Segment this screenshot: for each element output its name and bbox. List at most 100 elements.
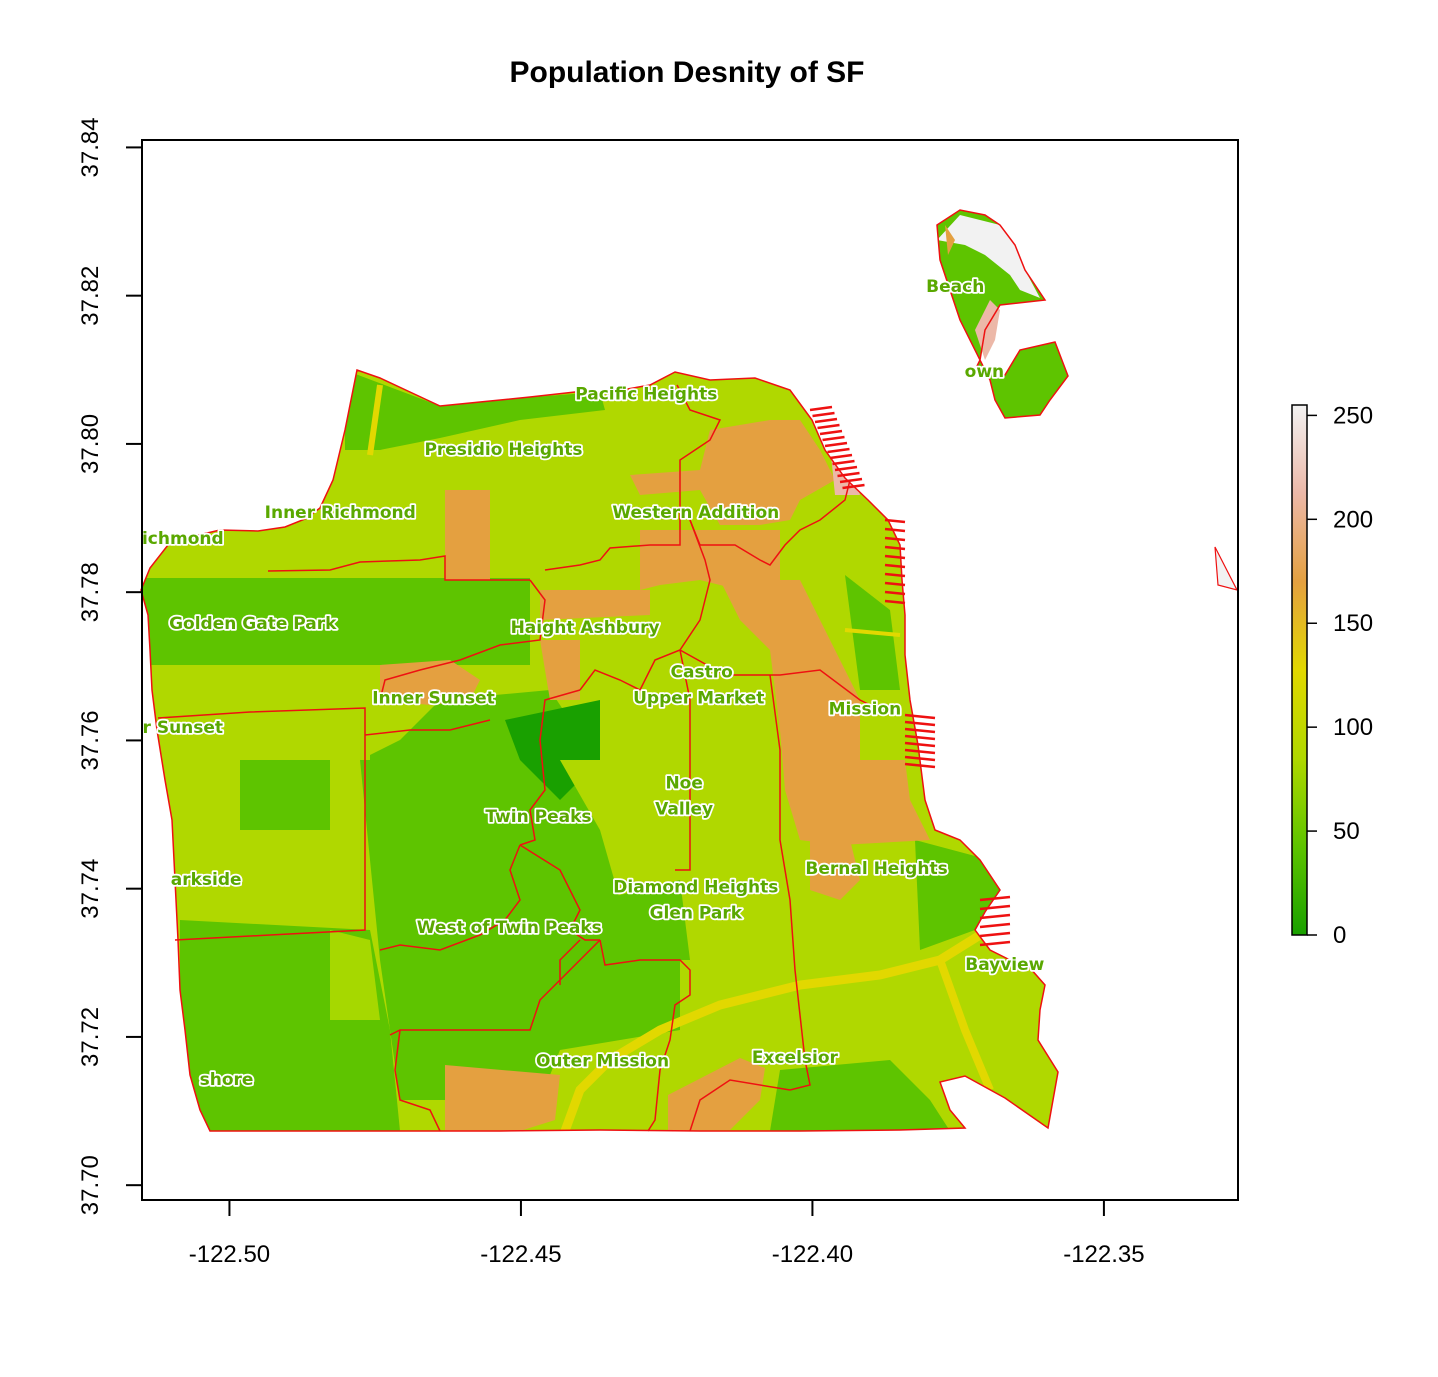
neighborhood-label: Upper Market xyxy=(633,688,764,708)
pier xyxy=(979,940,1011,947)
color-legend: 0 50 100 150 200 250 xyxy=(1291,402,1373,949)
pier xyxy=(979,931,1011,938)
density-tract xyxy=(630,420,835,525)
neighborhood-label: Haight Ashbury xyxy=(511,618,660,638)
neighborhood-label: Noe xyxy=(665,774,702,794)
x-tick-label: -122.40 xyxy=(772,1241,853,1268)
density-tract xyxy=(810,840,860,900)
density-tract xyxy=(668,1058,765,1131)
pier xyxy=(839,477,863,484)
pier xyxy=(904,720,936,727)
pier xyxy=(904,734,936,741)
neighborhood-label: Presidio Heights xyxy=(424,440,582,460)
freeway xyxy=(936,958,994,1092)
pier xyxy=(837,471,860,478)
y-tick-label: 37.76 xyxy=(77,710,104,770)
neighborhood-label: Glen Park xyxy=(650,903,743,923)
density-tract xyxy=(445,1065,560,1131)
density-tract xyxy=(330,930,380,1020)
pier xyxy=(884,554,906,560)
neighborhood-label: Bernal Heights xyxy=(805,859,947,879)
neighborhood-label: Twin Peaks xyxy=(485,807,591,827)
pier xyxy=(809,405,833,412)
freeway xyxy=(560,925,1015,1131)
y-tick-label: 37.70 xyxy=(77,1155,104,1215)
legend-colorbar xyxy=(1291,404,1308,936)
treasure-island-outline xyxy=(936,209,1069,419)
density-tract xyxy=(540,590,650,620)
neighborhood-label: Valley xyxy=(655,800,713,820)
density-tract xyxy=(600,880,690,960)
y-axis: 37.70 37.72 37.74 37.76 37.78 37.80 37.82 37.84 xyxy=(77,117,142,1215)
boundary-line xyxy=(394,1029,441,1132)
pier xyxy=(834,465,858,472)
x-tick-label: -122.35 xyxy=(1063,1241,1144,1268)
legend-tick-label: 0 xyxy=(1333,922,1346,949)
treasure-island xyxy=(937,210,1068,418)
density-tract xyxy=(360,690,680,1100)
pier xyxy=(884,581,906,587)
neighborhood-label: own xyxy=(965,362,1005,382)
density-tract xyxy=(770,1060,950,1131)
pier xyxy=(884,572,906,578)
pier xyxy=(979,895,1011,902)
pier xyxy=(884,527,906,533)
boundary-line xyxy=(544,384,722,571)
x-axis: -122.50 -122.45 -122.40 -122.35 xyxy=(189,1199,1145,1268)
pier xyxy=(904,755,936,762)
boundary-line xyxy=(599,939,691,1132)
pier xyxy=(904,713,936,720)
boundary-line xyxy=(379,844,521,951)
chart-title: Population Desnity of SF xyxy=(509,56,864,89)
pier xyxy=(817,423,840,430)
neighborhood-label: Pacific Heights xyxy=(575,384,717,404)
pier xyxy=(904,727,936,734)
pier xyxy=(829,453,853,460)
density-tract xyxy=(160,665,370,760)
pier xyxy=(884,518,906,524)
legend-tick-label: 50 xyxy=(1333,818,1360,845)
neighborhood-label: Excelsior xyxy=(752,1048,839,1068)
waterfront-piers xyxy=(809,405,1011,947)
pier xyxy=(812,411,835,418)
y-tick-label: 37.78 xyxy=(77,562,104,622)
neighborhood-label: arkside xyxy=(171,870,242,890)
neighborhood-label: Golden Gate Park xyxy=(169,614,337,634)
neighborhood-label: r Sunset xyxy=(143,718,224,738)
legend-tick-label: 250 xyxy=(1333,402,1373,429)
freeway xyxy=(367,384,383,456)
map-layer xyxy=(140,209,1239,1132)
freeway xyxy=(844,628,901,637)
pier xyxy=(819,429,843,436)
x-tick-label: -122.50 xyxy=(189,1241,270,1268)
neighborhood-boundaries xyxy=(157,384,881,1132)
pier xyxy=(884,545,906,551)
pier xyxy=(904,741,936,748)
y-tick-label: 37.80 xyxy=(77,414,104,474)
pier xyxy=(979,904,1011,911)
treasure-island-tract xyxy=(945,225,955,255)
density-tract xyxy=(560,760,660,830)
density-tracts xyxy=(141,370,1015,1131)
neighborhood-label: Mission xyxy=(829,699,902,719)
neighborhood-label: Inner Richmond xyxy=(265,503,416,523)
density-tract xyxy=(345,370,605,450)
neighborhood-label: Western Addition xyxy=(612,503,779,523)
boundary-line xyxy=(769,674,811,1091)
y-tick-label: 37.72 xyxy=(77,1007,104,1067)
boundary-line xyxy=(519,844,600,941)
pier xyxy=(884,590,906,596)
y-tick-label: 37.84 xyxy=(77,117,104,177)
pier xyxy=(822,435,845,442)
density-tract xyxy=(720,580,930,845)
mainland-coastline xyxy=(140,369,1059,1132)
density-tract xyxy=(141,578,530,665)
pier xyxy=(884,563,906,569)
density-tract xyxy=(380,660,480,705)
pier xyxy=(904,748,936,755)
pier xyxy=(884,599,906,605)
boundary-line xyxy=(519,689,581,846)
neighborhood-label: Bayview xyxy=(965,955,1044,975)
neighborhood-label: Castro xyxy=(671,662,733,682)
density-tract xyxy=(445,490,490,580)
